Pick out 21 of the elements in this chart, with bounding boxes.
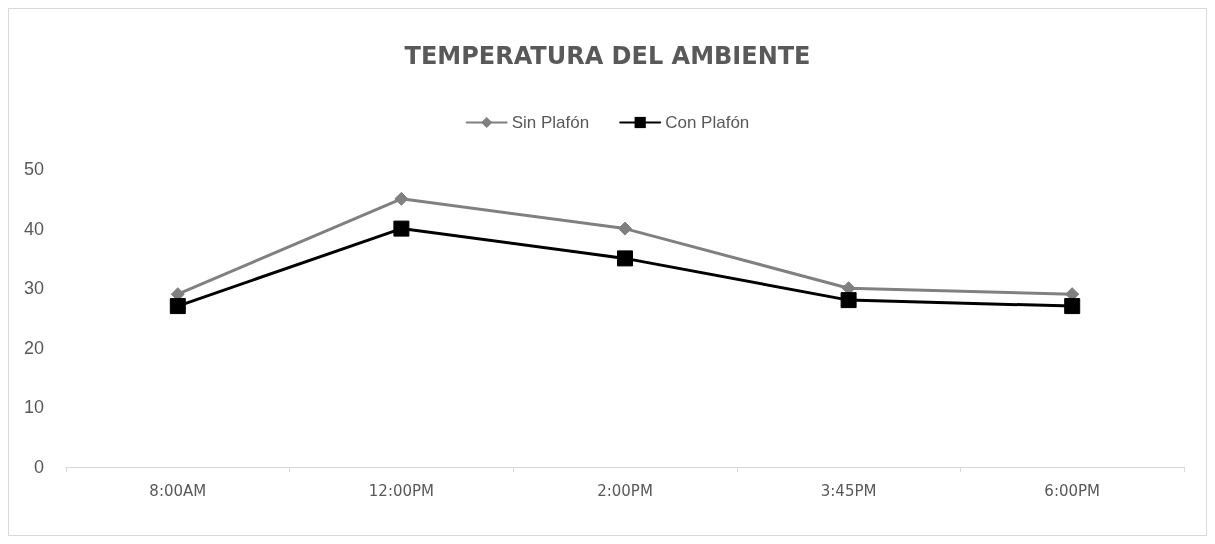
point [1064,298,1081,315]
y-tick-label: 50 [23,159,44,179]
point [394,191,409,206]
legend-label: Sin Plafón [511,113,590,132]
x-tick-label: 3:45PM [820,481,877,500]
point [393,220,410,237]
x-tick-label: 6:00PM [1044,481,1101,500]
chart-title: TEMPERATURA DEL AMBIENTE [404,42,811,70]
x-tick-label: 8:00AM [149,481,207,500]
y-tick-label: 20 [23,337,44,358]
y-tick-label: 10 [23,397,44,418]
x-tick-label: 2:00PM [597,481,653,500]
point [618,221,632,236]
point [840,292,857,309]
x-tick-label: 12:00PM [368,481,435,500]
y-tick-label: 0 [33,457,44,477]
y-tick-label: 40 [23,218,44,239]
point [169,298,186,315]
legend-label: Con Plafón [665,113,750,132]
y-tick-label: 30 [23,278,44,299]
point [617,250,633,267]
